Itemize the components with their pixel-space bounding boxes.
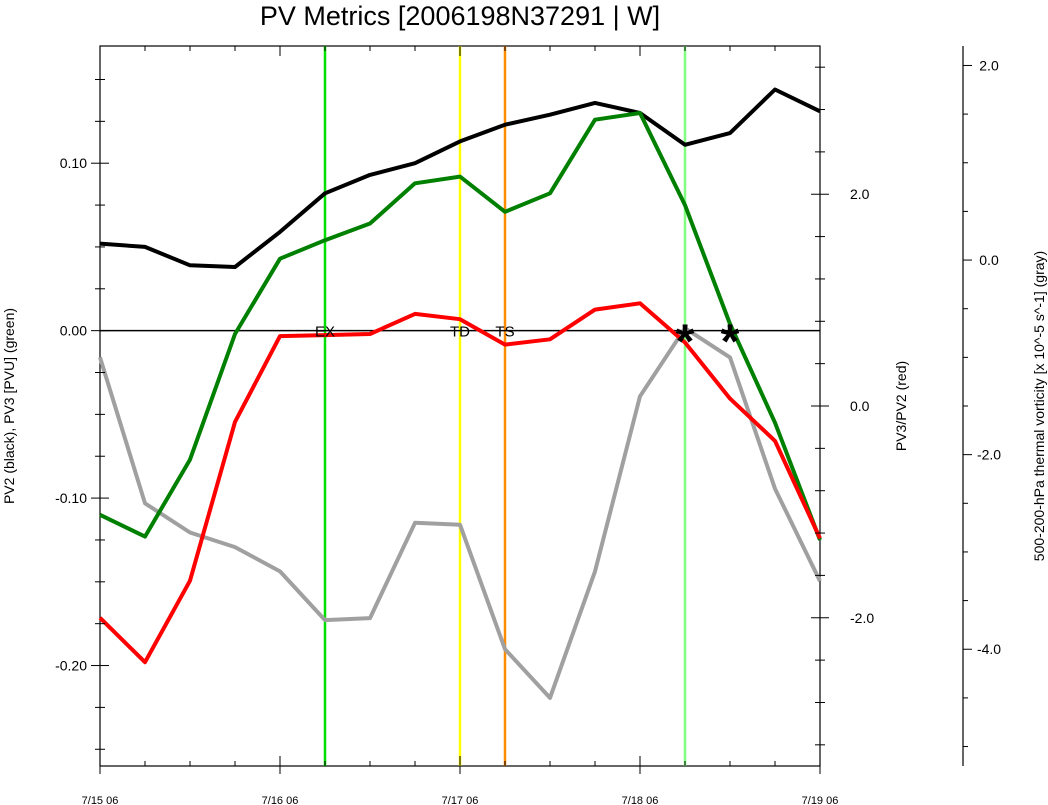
- left-axis-label: PV2 (black), PV3 [PVU] (green): [1, 308, 17, 504]
- far-right-axis-label: 500-200-hPa thermal vorticity [x 10^-5 s…: [1031, 251, 1047, 561]
- left-tick-label: 0.10: [60, 155, 87, 171]
- x-tick-label: 7/17 06: [442, 795, 479, 805]
- marker-0: *: [676, 316, 695, 369]
- x-tick-label: 7/15 06: [82, 795, 119, 805]
- axes: -0.20 -0.10 0.00 0.10 -2.0 0.0 2.0 -4.0 -2.0 0.0 2…: [55, 46, 1001, 805]
- right-tick-label: -2.0: [850, 610, 874, 626]
- event-lines: [323, 46, 687, 766]
- far-right-tick-label: -4.0: [977, 641, 1001, 657]
- series-line-2: [98, 301, 822, 665]
- chart-title: PV Metrics [2006198N37291 | W]: [260, 1, 660, 31]
- series-lines: [98, 87, 822, 700]
- event-label-1: TD: [450, 324, 470, 341]
- left-tick-label: 0.00: [60, 323, 87, 339]
- right-axis-label: PV3/PV2 (red): [893, 361, 909, 451]
- series-line-3: [98, 326, 822, 700]
- x-tick-label: 7/19 06: [802, 795, 839, 805]
- markers: * *: [676, 316, 740, 369]
- event-labels: EX TD TS: [315, 324, 515, 341]
- left-tick-label: -0.20: [55, 658, 87, 674]
- right-tick-label: 2.0: [850, 186, 870, 202]
- right-tick-label: 0.0: [850, 398, 870, 414]
- x-tick-label: 7/16 06: [262, 795, 299, 805]
- far-right-tick-label: -2.0: [977, 447, 1001, 463]
- far-right-tick-label: 2.0: [979, 57, 999, 73]
- event-label-0: EX: [315, 324, 335, 341]
- x-tick-label: 7/18 06: [622, 795, 659, 805]
- left-tick-label: -0.10: [55, 490, 87, 506]
- far-right-tick-label: 0.0: [979, 252, 999, 268]
- event-label-2: TS: [495, 324, 514, 341]
- marker-1: *: [721, 316, 740, 369]
- series-line-0: [99, 87, 821, 269]
- series-line-1: [99, 111, 822, 541]
